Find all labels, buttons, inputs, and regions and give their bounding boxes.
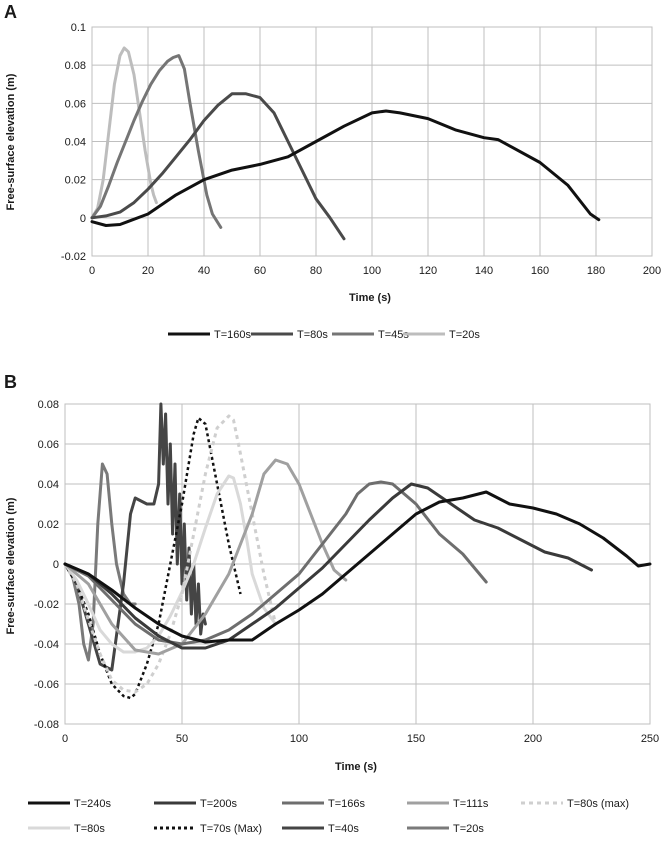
y-tick-label: -0.02 [61, 251, 86, 263]
panel-a-series [90, 46, 601, 241]
x-tick-label: 20 [142, 265, 154, 277]
series-line-t-70s-max [63, 416, 242, 700]
legend-item: T=80s [251, 329, 328, 341]
x-tick-label: 200 [524, 733, 542, 745]
x-tick-label: 180 [587, 265, 605, 277]
series-line-t-200s [63, 482, 593, 650]
panel-b-x-axis-title: Time (s) [335, 761, 377, 773]
legend-label: T=45s [378, 329, 409, 341]
x-tick-label: 0 [62, 733, 68, 745]
panel-a-x-ticks: 0 20 40 60 80 100 120 140 160 180 200 [89, 265, 661, 277]
y-tick-label: -0.02 [34, 599, 59, 611]
y-tick-label: 0.04 [65, 137, 86, 149]
panel-b-series [63, 402, 652, 700]
legend-item: T=70s (Max) [154, 823, 262, 835]
y-tick-label: 0.04 [38, 479, 59, 491]
series-line-t-240s [63, 490, 652, 644]
legend-item: T=200s [154, 798, 237, 810]
legend-label: T=166s [328, 798, 365, 810]
y-tick-label: -0.04 [34, 639, 59, 651]
y-tick-label: 0.02 [65, 175, 86, 187]
x-tick-label: 60 [254, 265, 266, 277]
legend-item: T=111s [407, 798, 489, 810]
y-tick-label: 0.06 [65, 98, 86, 110]
legend-label: T=80s [297, 329, 328, 341]
legend-item: T=20s [403, 329, 480, 341]
legend-label: T=80s (max) [567, 798, 629, 810]
y-tick-label: 0.1 [71, 22, 86, 34]
legend-item: T=80s (max) [521, 798, 629, 810]
panel-a-grid [91, 26, 653, 257]
y-tick-label: 0.08 [65, 60, 86, 72]
legend-label: T=240s [74, 798, 111, 810]
panel-b-legend: T=240s T=200s T=166s T=111s T=80s (max) T=80s… [28, 798, 629, 835]
x-tick-label: 250 [641, 733, 659, 745]
x-tick-label: 100 [290, 733, 308, 745]
panel-b: B -0.08-0.06-0.04-0.0200.020.040.060.08 … [4, 372, 659, 835]
legend-label: T=200s [200, 798, 237, 810]
x-tick-label: 140 [475, 265, 493, 277]
panel-b-y-ticks: -0.08 -0.06 -0.04 -0.02 0 0.02 0.04 0.06 0.08 [34, 399, 59, 731]
y-tick-label: -0.08 [34, 719, 59, 731]
x-tick-label: 0 [89, 265, 95, 277]
panel-b-x-ticks: 0 50 100 150 200 250 [62, 733, 659, 745]
series-line-t-80s [90, 92, 346, 241]
x-tick-label: 50 [176, 733, 188, 745]
x-tick-label: 200 [643, 265, 661, 277]
series-line-t-20s [90, 46, 158, 220]
panel-b-y-axis-title: Free-surface elevation (m) [5, 497, 17, 634]
legend-label: T=160s [214, 329, 251, 341]
legend-label: T=20s [453, 823, 484, 835]
x-tick-label: 150 [407, 733, 425, 745]
y-tick-label: 0.06 [38, 439, 59, 451]
legend-item: T=166s [282, 798, 365, 810]
series-line-t-160s [90, 109, 601, 227]
panel-a-y-axis-title: Free-surface elevation (m) [5, 73, 17, 210]
legend-label: T=20s [449, 329, 480, 341]
y-tick-label: 0.02 [38, 519, 59, 531]
series-line-t-111s [63, 458, 348, 656]
legend-item: T=20s [407, 823, 484, 835]
y-tick-label: 0.08 [38, 399, 59, 411]
series-line-t-45s [90, 54, 223, 229]
x-tick-label: 120 [419, 265, 437, 277]
x-tick-label: 160 [531, 265, 549, 277]
panel-a-letter: A [4, 2, 17, 22]
x-tick-label: 100 [363, 265, 381, 277]
legend-item: T=160s [168, 329, 251, 341]
y-tick-label: 0 [53, 559, 59, 571]
panel-b-letter: B [4, 372, 17, 392]
legend-item: T=240s [28, 798, 111, 810]
legend-label: T=80s [74, 823, 105, 835]
panel-a-y-ticks: -0.02 0 0.02 0.04 0.06 0.08 0.1 [61, 22, 86, 263]
panel-a-legend: T=160s T=80s T=45s T=20s [168, 329, 480, 341]
panel-a-x-axis-title: Time (s) [349, 292, 391, 304]
y-tick-label: 0 [80, 213, 86, 225]
legend-label: T=111s [453, 798, 489, 810]
x-tick-label: 80 [310, 265, 322, 277]
series-line-t-80s-max [63, 414, 278, 694]
legend-label: T=70s (Max) [200, 823, 262, 835]
legend-item: T=80s [28, 823, 105, 835]
legend-item: T=40s [282, 823, 359, 835]
x-tick-label: 40 [198, 265, 210, 277]
legend-item: T=45s [332, 329, 409, 341]
series-line-t-166s [63, 480, 488, 646]
y-tick-label: -0.06 [34, 679, 59, 691]
legend-label: T=40s [328, 823, 359, 835]
panel-b-grid [64, 403, 651, 725]
